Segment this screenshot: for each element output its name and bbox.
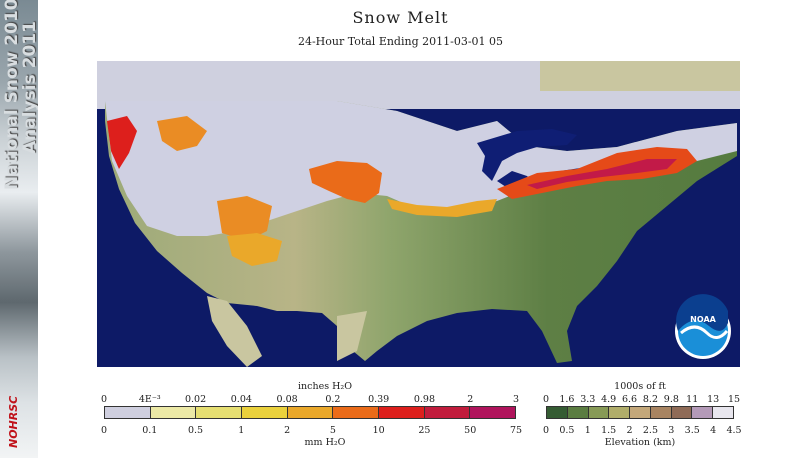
noaa-logo-text: NOAA xyxy=(690,315,716,324)
legend-swatch xyxy=(287,407,334,418)
legend-tick-label: 0.5 xyxy=(559,425,575,436)
legend-tick-label: 0.5 xyxy=(187,425,204,436)
legend-tick-label: 1 xyxy=(584,425,591,436)
sidebar-banner: National Snow 2010- Analysis 2011 NOHRSC xyxy=(0,0,38,458)
page-title: Snow Melt xyxy=(352,8,449,27)
legend-swatch xyxy=(547,407,568,418)
legend-tick-label: 3 xyxy=(668,425,675,436)
legend-tick-label: 0.1 xyxy=(142,425,158,436)
legend-swatch xyxy=(424,407,471,418)
legend-swatch xyxy=(379,407,425,418)
legend-tick-label: 2 xyxy=(284,425,291,436)
legend-left-top-title: inches H₂O xyxy=(298,381,352,392)
legend-swatch xyxy=(150,407,197,418)
legend-right-top-title: 1000s of ft xyxy=(614,381,666,392)
legend-tick-label: 4E⁻³ xyxy=(138,394,161,405)
melt-central xyxy=(387,199,497,217)
snow-melt-map: NOAA xyxy=(97,61,740,367)
legend-tick-label: 3 xyxy=(512,394,520,405)
legend-tick-label: 0.04 xyxy=(230,394,252,405)
legend-tick-label: 25 xyxy=(418,425,431,436)
legend-tick-label: 2 xyxy=(626,425,633,436)
sidebar-title-line1: National Snow 2010- xyxy=(2,0,22,190)
legend-tick-label: 5 xyxy=(329,425,336,436)
legend-tick-label: 10 xyxy=(372,425,385,436)
legend-swatch xyxy=(650,407,672,418)
legend-tick-label: 1.6 xyxy=(559,394,575,405)
legend-tick-label: 0.39 xyxy=(368,394,390,405)
legend-tick-label: 0 xyxy=(542,425,550,436)
quebec-region xyxy=(540,61,740,91)
legend-tick-label: 2.5 xyxy=(642,425,658,436)
legend-left-bottom-title: mm H₂O xyxy=(304,437,346,448)
legend-swatch xyxy=(242,407,288,418)
legend-swatch xyxy=(196,407,243,418)
legend-swatch xyxy=(105,407,151,418)
legend-tick-label: 3.3 xyxy=(580,394,596,405)
legend-tick-label: 4 xyxy=(710,425,717,436)
melt-band-northeast-core xyxy=(527,159,677,189)
legend-tick-label: 15 xyxy=(727,394,741,405)
legend-right-colorbar xyxy=(546,406,734,419)
legend-swatch xyxy=(470,407,516,418)
legend-tick-label: 1.5 xyxy=(601,425,617,436)
legend-tick-label: 9.8 xyxy=(663,394,679,405)
baja-peninsula xyxy=(207,296,367,367)
legend-tick-label: 13 xyxy=(707,394,720,405)
legend-tick-label: 4.9 xyxy=(601,394,617,405)
melt-dakotas xyxy=(309,161,382,203)
legend-swatch xyxy=(588,407,610,418)
legend-swatch xyxy=(630,407,651,418)
noaa-logo: NOAA xyxy=(675,294,731,359)
legend-swatch xyxy=(609,407,631,418)
legend-swatch xyxy=(671,407,693,418)
legend-tick-label: 0 xyxy=(100,394,108,405)
legend-tick-label: 0.2 xyxy=(325,394,341,405)
legend-tick-label: 4.5 xyxy=(726,425,742,436)
legend-swatch xyxy=(692,407,714,418)
legend-tick-label: 6.6 xyxy=(621,394,638,405)
legend-swatch xyxy=(333,407,380,418)
melt-pacific-northwest xyxy=(107,116,137,169)
melt-colorado xyxy=(227,233,282,266)
melt-rockies xyxy=(157,116,272,241)
legend-tick-label: 75 xyxy=(509,425,523,436)
legend-tick-label: 8.2 xyxy=(642,394,658,405)
legend-swatch xyxy=(567,407,589,418)
legend-tick-label: 2 xyxy=(467,394,474,405)
legend-tick-label: 0 xyxy=(542,394,550,405)
nohrsc-logo: NOHRSC xyxy=(7,395,20,448)
legend-tick-label: 0 xyxy=(100,425,108,436)
legend-tick-label: 0.02 xyxy=(184,394,207,405)
legend-tick-label: 0.08 xyxy=(276,394,298,405)
legend-tick-label: 11 xyxy=(686,394,699,405)
legend-swatch xyxy=(713,407,734,418)
legend-tick-label: 3.5 xyxy=(684,425,700,436)
legend-right-bottom-title: Elevation (km) xyxy=(604,437,676,448)
legend-left-colorbar xyxy=(104,406,516,419)
northern-snowpack xyxy=(105,101,737,236)
legend-tick-label: 50 xyxy=(464,425,477,436)
legend-tick-label: 1 xyxy=(238,425,245,436)
legend-tick-label: 0.98 xyxy=(413,394,436,405)
page-subtitle: 24-Hour Total Ending 2011-03-01 05 xyxy=(297,35,504,48)
